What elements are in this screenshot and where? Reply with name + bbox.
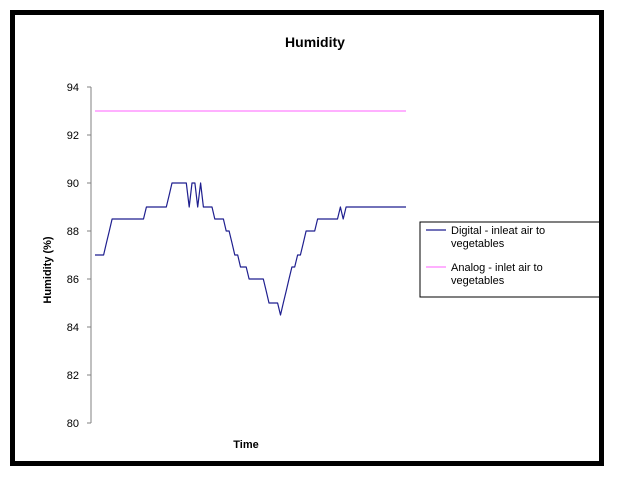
legend-label-analog: Analog - inlet air to vegetables: [451, 262, 543, 287]
y-tick-label: 90: [67, 178, 79, 190]
legend-label-analog-line1: Analog - inlet air to: [451, 262, 543, 274]
y-tick-label: 94: [67, 82, 79, 94]
y-tick-label: 82: [67, 370, 79, 382]
series-line-digital: [95, 182, 406, 316]
series-lines: [95, 110, 406, 316]
chart-title: Humidity: [285, 34, 345, 50]
chart-area: Humidity Time Humidity (%) 80 82 84 86 88 90 9…: [15, 15, 599, 461]
humidity-chart: Humidity Time Humidity (%) 80 82 84 86 88 90 9…: [42, 34, 599, 451]
legend-label-digital-line1: Digital - inleat air to: [451, 225, 545, 237]
chart-frame: Humidity Time Humidity (%) 80 82 84 86 88 90 9…: [10, 10, 604, 466]
legend-label-analog-line2: vegetables: [451, 275, 505, 287]
y-tick-label: 88: [67, 226, 79, 238]
x-axis-title: Time: [233, 439, 258, 451]
legend-label-digital: Digital - inleat air to vegetables: [451, 225, 545, 250]
y-axis-ticks: 80 82 84 86 88 90 92 94: [67, 82, 91, 430]
y-tick-label: 84: [67, 322, 79, 334]
y-axis-title: Humidity (%): [42, 236, 54, 304]
y-tick-label: 86: [67, 274, 79, 286]
y-tick-label: 92: [67, 130, 79, 142]
legend-box: [419, 221, 599, 298]
y-tick-label: 80: [67, 418, 79, 430]
legend-label-digital-line2: vegetables: [451, 238, 505, 250]
